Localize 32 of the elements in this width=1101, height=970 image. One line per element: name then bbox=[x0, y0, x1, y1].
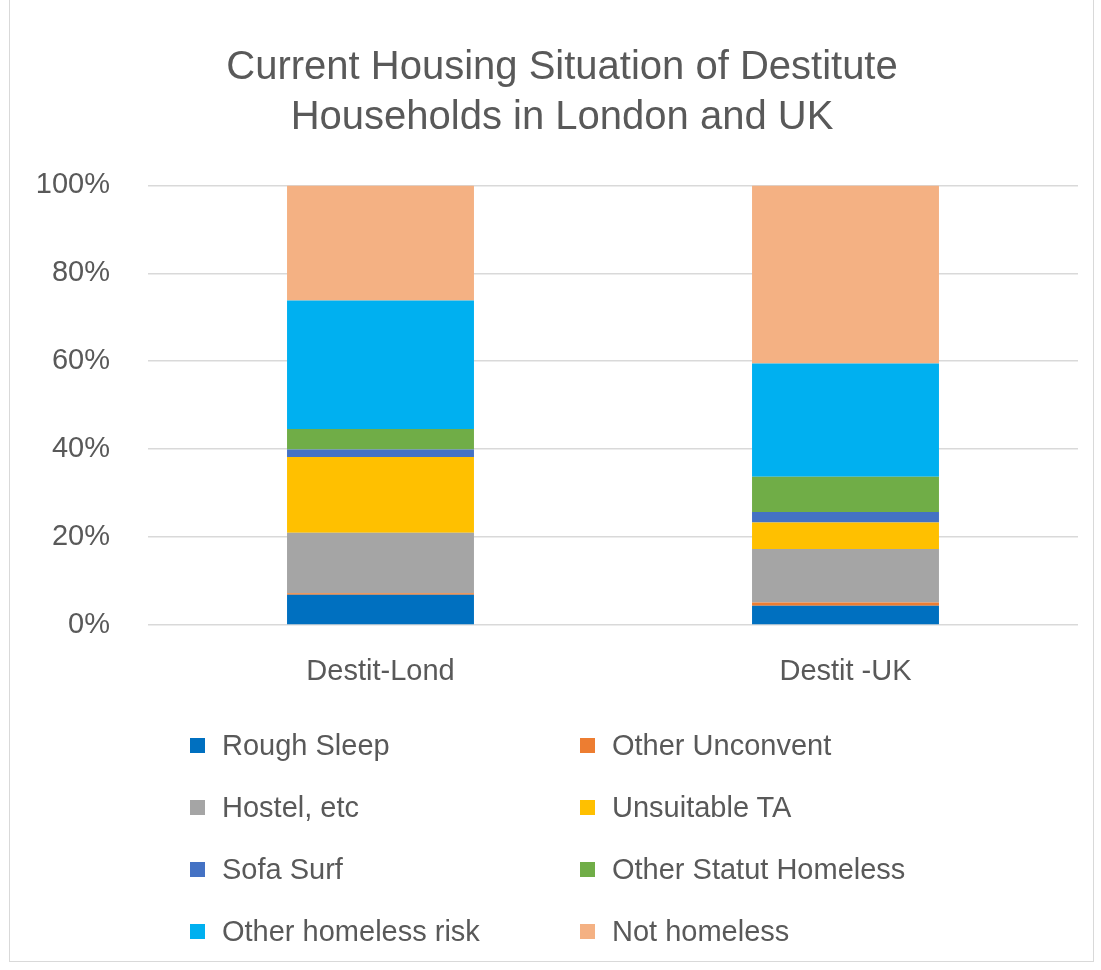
bar bbox=[287, 457, 474, 533]
y-tick-label: 0% bbox=[68, 607, 110, 639]
bar bbox=[752, 512, 939, 523]
bar bbox=[287, 449, 474, 458]
bar bbox=[287, 300, 474, 429]
legend-label: Rough Sleep bbox=[222, 728, 390, 762]
legend-label: Other Statut Homeless bbox=[612, 852, 906, 886]
bar bbox=[752, 602, 939, 606]
y-tick-label: 40% bbox=[51, 431, 110, 464]
chart-title: Current Housing Situation of Destitute Households in London and UK bbox=[225, 42, 899, 139]
bar bbox=[287, 185, 474, 301]
x-tick-label: Destit-Lond bbox=[306, 654, 455, 687]
bar bbox=[287, 428, 474, 450]
legend-label: Not homeless bbox=[612, 914, 790, 948]
bar bbox=[752, 522, 939, 549]
legend-label: Hostel, etc bbox=[222, 790, 359, 824]
legend-label: Other Unconvent bbox=[612, 728, 832, 762]
y-tick-label: 20% bbox=[51, 519, 110, 552]
bar bbox=[752, 605, 939, 625]
bar bbox=[287, 532, 474, 594]
bar bbox=[752, 548, 939, 603]
bar bbox=[752, 185, 939, 364]
legend-label: Sofa Surf bbox=[222, 852, 343, 886]
y-tick-label: 60% bbox=[51, 343, 110, 376]
y-tick-label: 100% bbox=[35, 167, 110, 200]
y-tick-label: 80% bbox=[51, 255, 110, 288]
bar bbox=[287, 594, 474, 625]
legend-label: Unsuitable TA bbox=[612, 790, 792, 824]
bar bbox=[752, 476, 939, 513]
bar bbox=[752, 363, 939, 477]
legend-label: Other homeless risk bbox=[222, 914, 480, 948]
x-tick-label: Destit -UK bbox=[779, 654, 913, 687]
